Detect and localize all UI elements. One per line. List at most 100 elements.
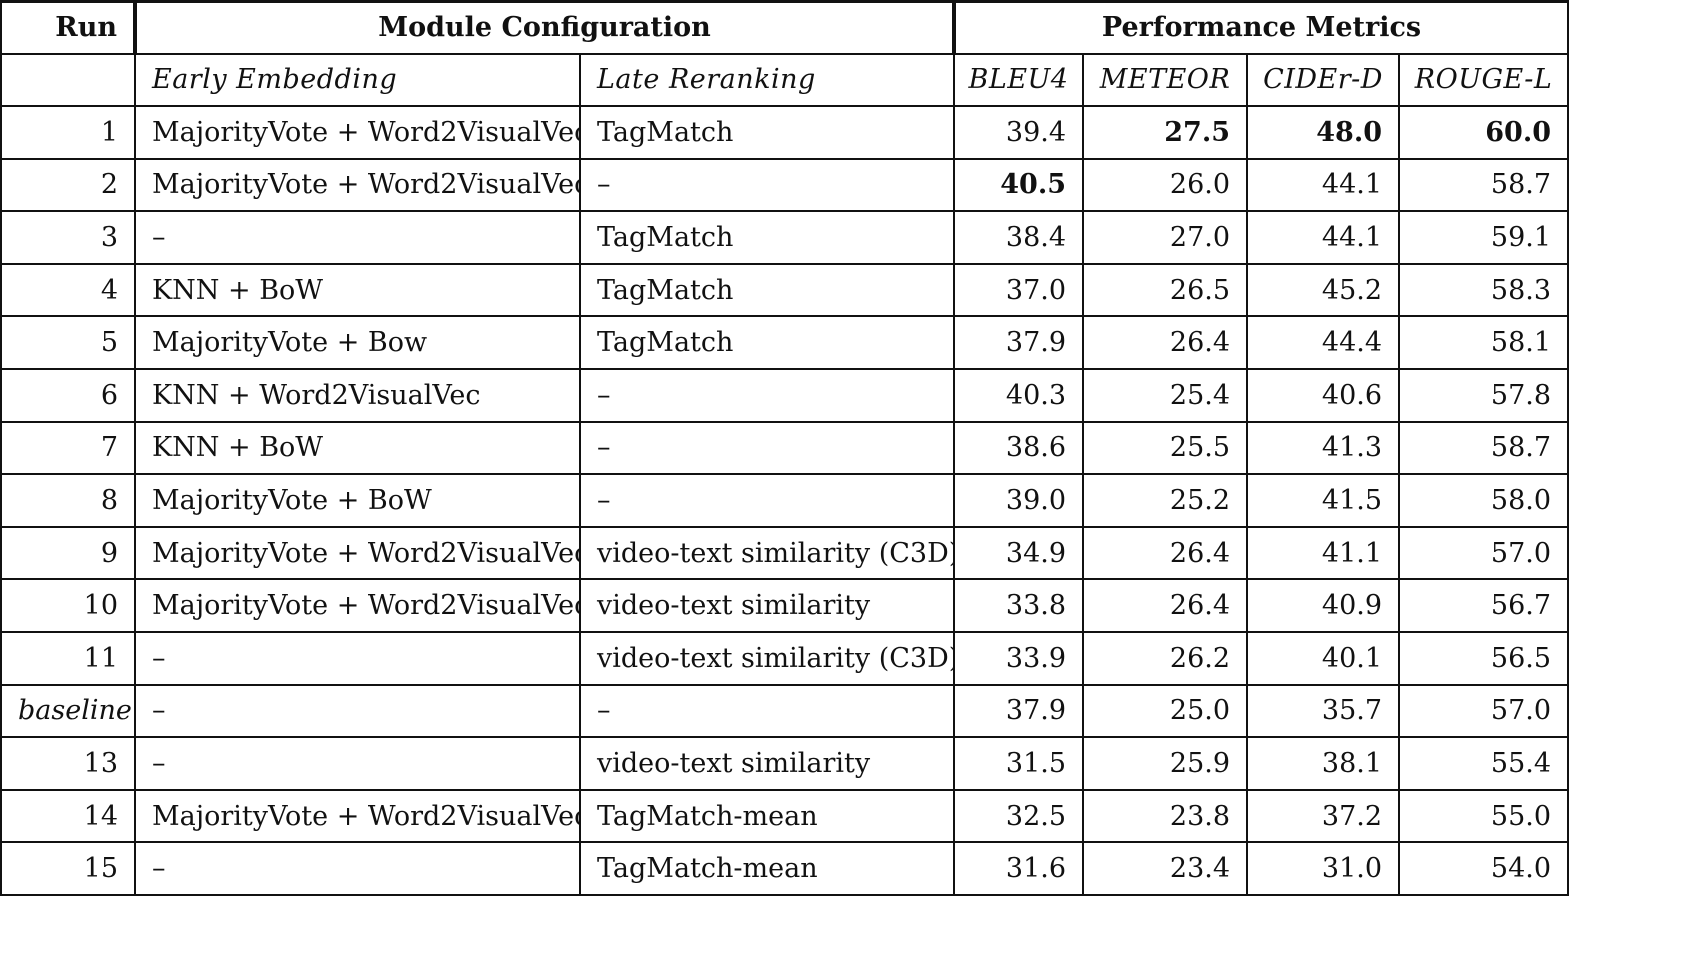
table-row: 7 KNN + BoW – 38.6 25.5 41.3 58.7: [0, 420, 1570, 475]
bleu4-cell: 38.4: [953, 210, 1084, 264]
bleu4-header: BLEU4: [953, 52, 1084, 107]
meteor-cell: 27.0: [1082, 210, 1248, 264]
early-embedding-cell: –: [134, 736, 580, 790]
table-row: 4 KNN + BoW TagMatch 37.0 26.5 45.2 58.3: [0, 262, 1570, 317]
run-cell: 15: [0, 841, 135, 896]
meteor-cell: 25.5: [1082, 420, 1248, 475]
rouge-l-cell: 57.0: [1398, 683, 1570, 738]
cider-d-cell: 45.2: [1246, 262, 1400, 317]
meteor-cell: 23.4: [1082, 841, 1248, 896]
bleu4-cell: 34.9: [953, 525, 1084, 580]
rouge-l-cell: 54.0: [1398, 841, 1570, 896]
late-reranking-cell: TagMatch-mean: [578, 788, 955, 843]
cider-d-cell: 41.3: [1246, 420, 1400, 475]
cider-d-cell: 44.1: [1246, 157, 1400, 212]
bleu4-cell: 40.5: [953, 157, 1084, 212]
rouge-l-cell: 59.1: [1398, 210, 1570, 264]
rouge-l-cell: 58.0: [1398, 473, 1570, 527]
header-row: Run Module Configuration Performance Met…: [0, 0, 1570, 54]
bleu4-cell: 38.6: [953, 420, 1084, 475]
run-header: Run: [0, 0, 135, 54]
bleu4-cell: 33.8: [953, 578, 1084, 633]
rouge-l-cell: 58.3: [1398, 262, 1570, 317]
run-cell: 10: [0, 578, 135, 633]
early-embedding-cell: KNN + BoW: [134, 420, 580, 475]
early-embedding-cell: KNN + BoW: [134, 262, 580, 317]
module-configuration-header: Module Configuration: [132, 0, 955, 54]
bleu4-cell: 32.5: [953, 788, 1084, 843]
early-embedding-cell: MajorityVote + Word2VisualVec: [134, 788, 580, 843]
cider-d-cell: 41.5: [1246, 473, 1400, 527]
meteor-cell: 25.2: [1082, 473, 1248, 527]
cider-d-cell: 31.0: [1246, 841, 1400, 896]
cider-d-cell: 41.1: [1246, 525, 1400, 580]
rouge-l-cell: 58.7: [1398, 420, 1570, 475]
cider-d-cell: 37.2: [1246, 788, 1400, 843]
rouge-l-cell: 55.4: [1398, 736, 1570, 790]
run-cell: 5: [0, 315, 135, 370]
early-embedding-cell: MajorityVote + Word2VisualVec: [134, 578, 580, 633]
table-row: baseline – – 37.9 25.0 35.7 57.0: [0, 683, 1570, 738]
performance-metrics-header: Performance Metrics: [952, 0, 1570, 54]
bleu4-cell: 31.6: [953, 841, 1084, 896]
rouge-l-cell: 60.0: [1398, 105, 1570, 159]
early-embedding-cell: MajorityVote + BoW: [134, 473, 580, 527]
late-reranking-cell: –: [578, 420, 955, 475]
meteor-cell: 26.0: [1082, 157, 1248, 212]
meteor-cell: 25.0: [1082, 683, 1248, 738]
rouge-l-cell: 56.7: [1398, 578, 1570, 633]
cider-d-cell: 40.6: [1246, 368, 1400, 422]
meteor-cell: 27.5: [1082, 105, 1248, 159]
cider-d-header: CIDEr-D: [1246, 52, 1400, 107]
table-row: 13 – video-text similarity 31.5 25.9 38.…: [0, 736, 1570, 790]
bleu4-cell: 37.0: [953, 262, 1084, 317]
table-row: 15 – TagMatch-mean 31.6 23.4 31.0 54.0: [0, 841, 1570, 896]
rouge-l-cell: 58.1: [1398, 315, 1570, 370]
bleu4-cell: 39.4: [953, 105, 1084, 159]
table-row: 6 KNN + Word2VisualVec – 40.3 25.4 40.6 …: [0, 368, 1570, 422]
late-reranking-cell: TagMatch-mean: [578, 841, 955, 896]
subheader-row: Early Embedding Late Reranking BLEU4 MET…: [0, 52, 1570, 107]
cider-d-cell: 35.7: [1246, 683, 1400, 738]
table-row: 5 MajorityVote + Bow TagMatch 37.9 26.4 …: [0, 315, 1570, 370]
early-embedding-cell: –: [134, 631, 580, 685]
table-row: 3 – TagMatch 38.4 27.0 44.1 59.1: [0, 210, 1570, 264]
bleu4-cell: 37.9: [953, 315, 1084, 370]
rouge-l-header: ROUGE-L: [1398, 52, 1570, 107]
bleu4-cell: 31.5: [953, 736, 1084, 790]
meteor-header: METEOR: [1082, 52, 1248, 107]
table-row: 1 MajorityVote + Word2VisualVec TagMatch…: [0, 105, 1570, 159]
early-embedding-cell: MajorityVote + Word2VisualVec: [134, 525, 580, 580]
early-embedding-cell: KNN + Word2VisualVec: [134, 368, 580, 422]
late-reranking-cell: –: [578, 157, 955, 212]
run-cell: 1: [0, 105, 135, 159]
bleu4-cell: 33.9: [953, 631, 1084, 685]
table-row: 14 MajorityVote + Word2VisualVec TagMatc…: [0, 788, 1570, 843]
run-cell: 14: [0, 788, 135, 843]
late-reranking-cell: video-text similarity: [578, 578, 955, 633]
bleu4-cell: 39.0: [953, 473, 1084, 527]
run-cell: 6: [0, 368, 135, 422]
rouge-l-cell: 56.5: [1398, 631, 1570, 685]
run-cell: 4: [0, 262, 135, 317]
run-subheader: [0, 52, 135, 107]
meteor-cell: 26.4: [1082, 578, 1248, 633]
run-cell: 8: [0, 473, 135, 527]
late-reranking-cell: video-text similarity (C3D): [578, 631, 955, 685]
run-cell: 11: [0, 631, 135, 685]
late-reranking-header: Late Reranking: [578, 52, 955, 107]
cider-d-cell: 38.1: [1246, 736, 1400, 790]
meteor-cell: 26.2: [1082, 631, 1248, 685]
late-reranking-cell: TagMatch: [578, 262, 955, 317]
cider-d-cell: 40.1: [1246, 631, 1400, 685]
results-table: Run Module Configuration Performance Met…: [0, 0, 1570, 896]
late-reranking-cell: video-text similarity (C3D): [578, 525, 955, 580]
early-embedding-cell: MajorityVote + Word2VisualVec: [134, 105, 580, 159]
late-reranking-cell: TagMatch: [578, 105, 955, 159]
late-reranking-cell: TagMatch: [578, 210, 955, 264]
meteor-cell: 25.9: [1082, 736, 1248, 790]
late-reranking-cell: TagMatch: [578, 315, 955, 370]
meteor-cell: 26.4: [1082, 525, 1248, 580]
table-row: 10 MajorityVote + Word2VisualVec video-t…: [0, 578, 1570, 633]
cider-d-cell: 48.0: [1246, 105, 1400, 159]
